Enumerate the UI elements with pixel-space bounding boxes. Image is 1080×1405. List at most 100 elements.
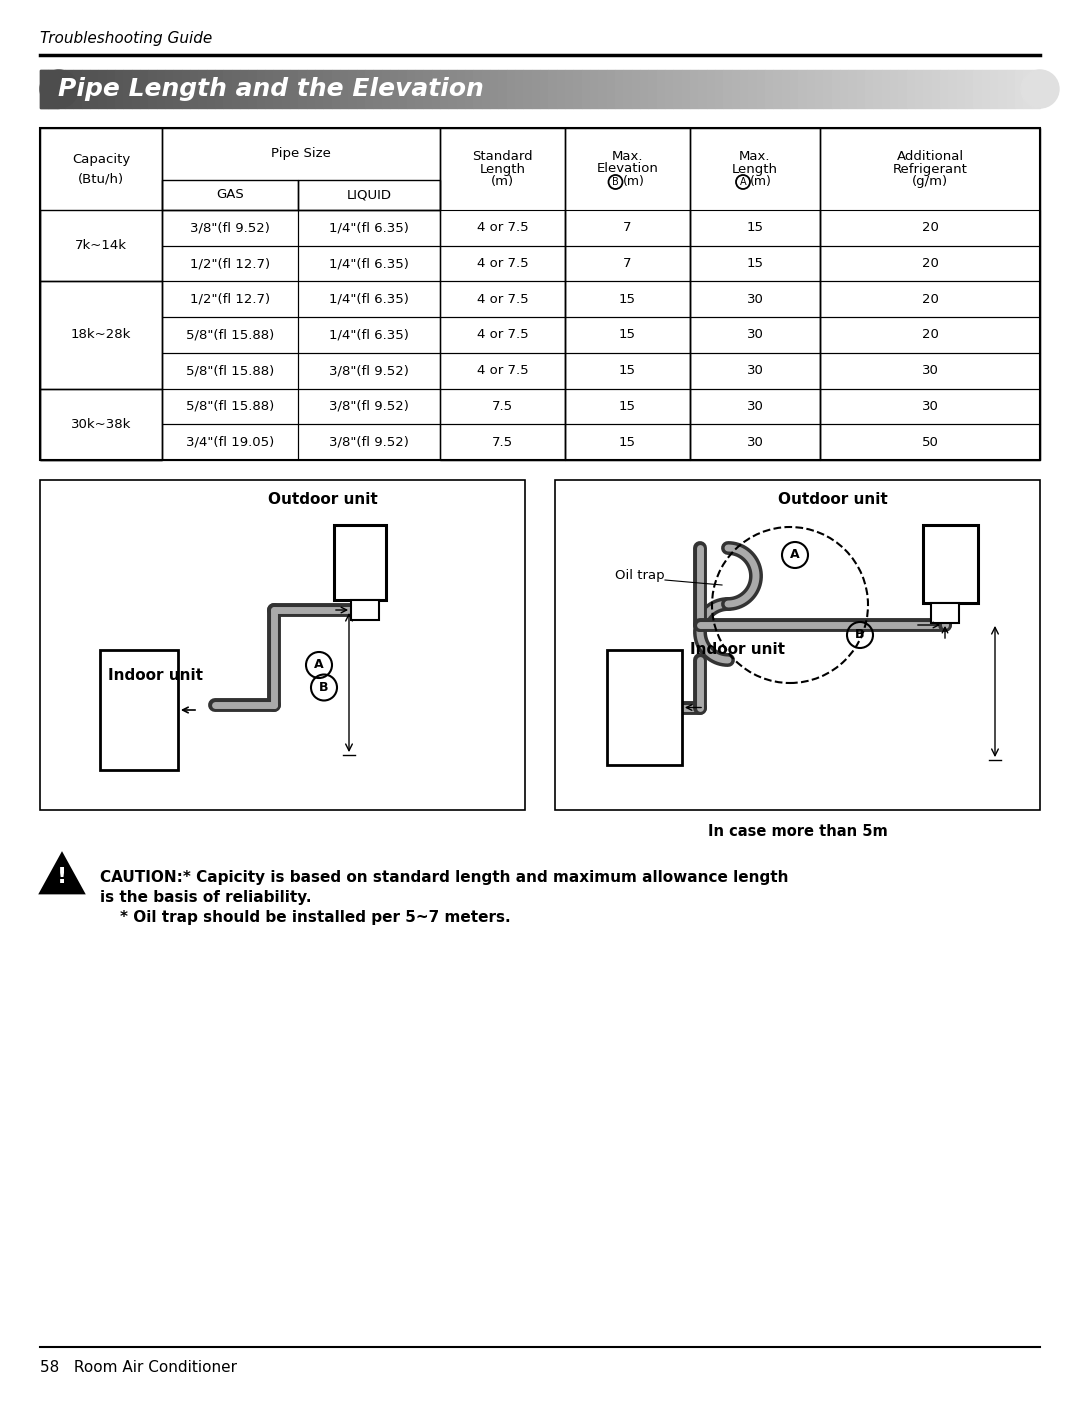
Text: 4 or 7.5: 4 or 7.5 (476, 222, 528, 235)
Bar (531, 70, 540, 108)
Bar (922, 525, 977, 603)
Text: 15: 15 (619, 364, 636, 377)
Bar (162, 281, 298, 318)
Bar (715, 70, 724, 108)
Text: (m): (m) (751, 176, 772, 188)
Text: (g/m): (g/m) (912, 174, 948, 187)
Bar (291, 70, 298, 108)
Bar (157, 70, 165, 108)
Text: LIQUID: LIQUID (347, 188, 391, 201)
Bar (840, 70, 848, 108)
Text: 30: 30 (746, 400, 764, 413)
Text: 1/2"(fl 12.7): 1/2"(fl 12.7) (190, 257, 270, 270)
Text: 3/8"(fl 9.52): 3/8"(fl 9.52) (329, 400, 409, 413)
Bar (334, 525, 386, 600)
Bar (966, 70, 973, 108)
Text: 5/8"(fl 15.88): 5/8"(fl 15.88) (186, 364, 274, 377)
Bar (915, 70, 923, 108)
Bar (890, 70, 899, 108)
Bar (162, 128, 440, 209)
Bar (265, 70, 273, 108)
Bar (173, 70, 181, 108)
Bar (181, 70, 190, 108)
Bar (432, 70, 440, 108)
Text: Outdoor unit: Outdoor unit (268, 493, 377, 507)
Bar (1031, 70, 1040, 108)
Text: 18k~28k: 18k~28k (71, 329, 131, 341)
Bar (607, 70, 615, 108)
Bar (798, 70, 807, 108)
Circle shape (1021, 70, 1059, 108)
Text: GAS: GAS (216, 188, 244, 201)
Bar (123, 70, 132, 108)
Bar (1007, 70, 1015, 108)
Text: Oil trap: Oil trap (615, 569, 664, 582)
Text: 7: 7 (623, 222, 632, 235)
Text: 20: 20 (921, 329, 939, 341)
Text: Pipe Length and the Elevation: Pipe Length and the Elevation (58, 77, 484, 101)
Bar (632, 70, 640, 108)
Text: 3/8"(fl 9.52): 3/8"(fl 9.52) (329, 436, 409, 448)
Text: 7.5: 7.5 (491, 400, 513, 413)
Bar (832, 70, 840, 108)
Text: 50: 50 (921, 436, 939, 448)
Text: 5/8"(fl 15.88): 5/8"(fl 15.88) (186, 400, 274, 413)
Bar (399, 70, 407, 108)
Text: Additional: Additional (896, 150, 963, 163)
Bar (731, 70, 740, 108)
Polygon shape (40, 853, 84, 894)
Bar (248, 70, 257, 108)
Bar (298, 70, 307, 108)
Bar (148, 70, 157, 108)
Text: 30k~38k: 30k~38k (71, 417, 131, 431)
Bar (132, 70, 140, 108)
Bar (465, 70, 473, 108)
Bar (973, 70, 982, 108)
Bar (215, 70, 224, 108)
Text: 15: 15 (619, 436, 636, 448)
Bar (1024, 70, 1031, 108)
Bar (240, 70, 248, 108)
Bar (748, 70, 757, 108)
Bar (607, 651, 681, 764)
Bar (65, 70, 73, 108)
Bar (540, 70, 549, 108)
Bar (623, 70, 632, 108)
Bar (40, 70, 59, 108)
Text: Length: Length (480, 163, 526, 176)
Text: 20: 20 (921, 292, 939, 306)
Bar (907, 70, 915, 108)
Bar (681, 70, 690, 108)
Text: Refrigerant: Refrigerant (892, 163, 968, 176)
Bar (162, 389, 298, 424)
Bar (923, 70, 932, 108)
Bar (298, 246, 440, 281)
Bar (40, 128, 1040, 459)
Text: 4 or 7.5: 4 or 7.5 (476, 257, 528, 270)
Bar (940, 70, 948, 108)
Text: CAUTION:* Capicity is based on standard length and maximum allowance length: CAUTION:* Capicity is based on standard … (100, 870, 788, 885)
Bar (757, 70, 765, 108)
Bar (648, 70, 657, 108)
Text: 4 or 7.5: 4 or 7.5 (476, 292, 528, 306)
Bar (49, 70, 56, 108)
Bar (820, 389, 1040, 424)
Text: 7k~14k: 7k~14k (75, 239, 127, 253)
Bar (773, 70, 782, 108)
Bar (865, 70, 874, 108)
Bar (740, 70, 748, 108)
Bar (555, 481, 1040, 811)
Bar (899, 70, 907, 108)
Bar (356, 70, 365, 108)
Text: 30: 30 (746, 364, 764, 377)
Bar (40, 281, 162, 389)
Bar (690, 353, 820, 389)
Bar (823, 70, 832, 108)
Text: !: ! (57, 867, 67, 887)
Text: 3/8"(fl 9.52): 3/8"(fl 9.52) (190, 222, 270, 235)
Text: Troubleshooting Guide: Troubleshooting Guide (40, 31, 213, 45)
Bar (298, 318, 440, 353)
Bar (165, 70, 173, 108)
Bar (815, 70, 823, 108)
Bar (374, 70, 381, 108)
